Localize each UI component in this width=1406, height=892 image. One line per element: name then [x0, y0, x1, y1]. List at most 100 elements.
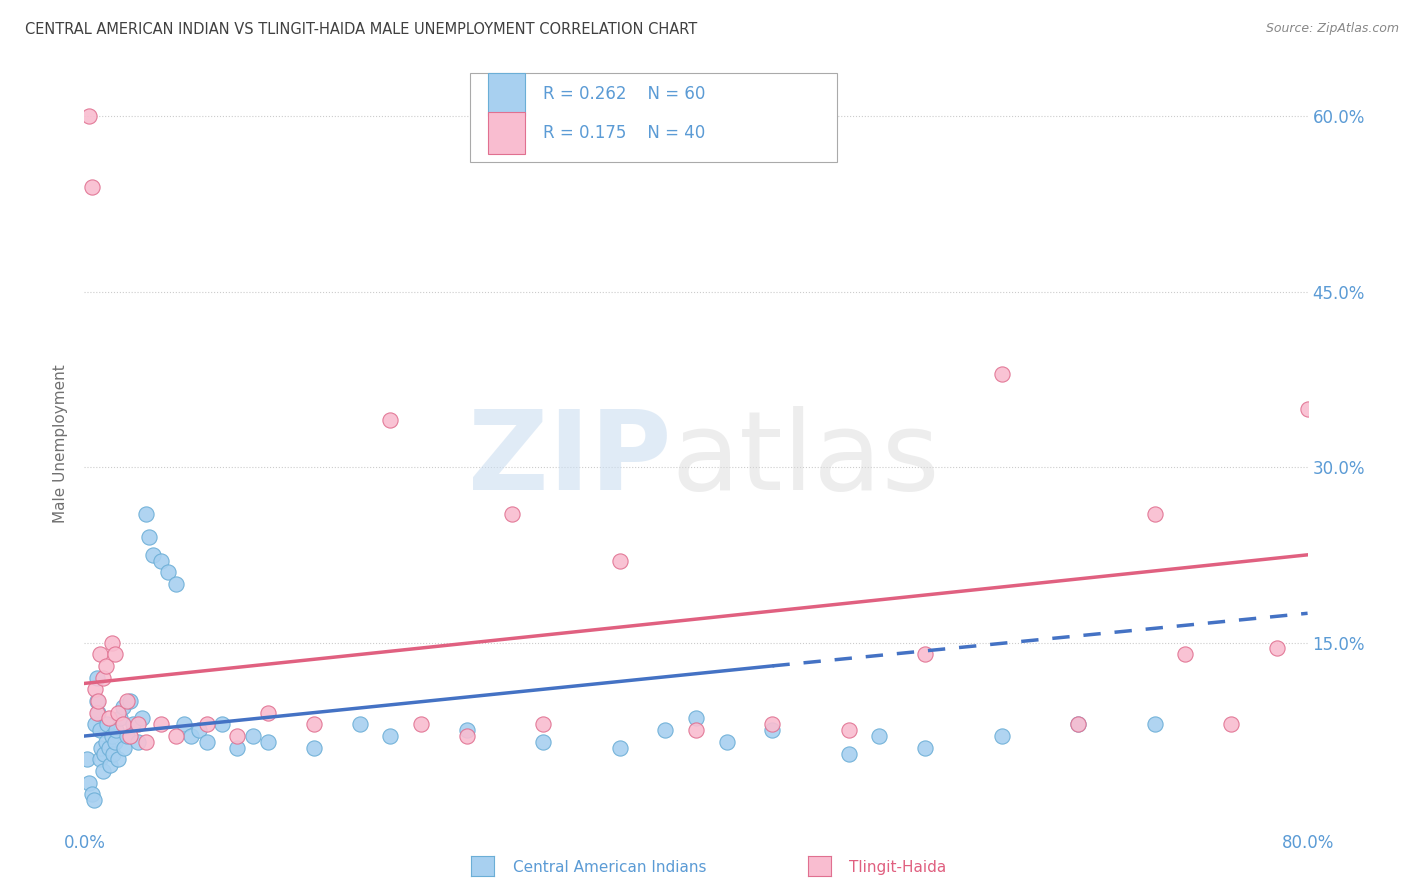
Bar: [488, 112, 524, 154]
Point: [761, 723, 783, 738]
Point: [302, 717, 325, 731]
Text: R = 0.175    N = 40: R = 0.175 N = 40: [543, 124, 706, 142]
Bar: [488, 73, 524, 116]
Point: [1067, 717, 1090, 731]
Text: Source: ZipAtlas.com: Source: ZipAtlas.com: [1265, 22, 1399, 36]
Point: [111, 717, 134, 731]
Point: [685, 723, 707, 738]
Point: [101, 635, 124, 649]
Point: [173, 717, 195, 731]
Point: [211, 717, 233, 731]
Point: [654, 723, 676, 738]
Y-axis label: Male Unemployment: Male Unemployment: [53, 365, 69, 523]
Point: [302, 740, 325, 755]
Point: [685, 711, 707, 725]
Point: [84, 717, 107, 731]
Point: [609, 740, 631, 755]
Point: [188, 723, 211, 738]
Point: [226, 729, 249, 743]
Point: [122, 717, 145, 731]
Point: [242, 729, 264, 743]
Point: [257, 706, 280, 720]
Point: [80, 788, 103, 802]
Point: [107, 706, 129, 720]
Point: [149, 554, 172, 568]
Point: [1067, 717, 1090, 731]
Point: [89, 647, 111, 661]
Point: [97, 740, 120, 755]
Point: [80, 179, 103, 194]
Point: [1174, 647, 1197, 661]
Point: [104, 735, 127, 749]
Point: [120, 694, 142, 708]
Text: atlas: atlas: [672, 406, 941, 513]
Point: [87, 706, 110, 720]
Point: [77, 110, 100, 124]
Point: [409, 717, 432, 731]
Point: [149, 717, 172, 731]
Point: [86, 694, 108, 708]
Point: [1220, 717, 1243, 731]
Point: [914, 740, 936, 755]
Bar: [470, 73, 837, 162]
Point: [257, 735, 280, 749]
Point: [914, 647, 936, 661]
Point: [103, 747, 125, 761]
Text: R = 0.262    N = 60: R = 0.262 N = 60: [543, 86, 706, 103]
Point: [94, 735, 117, 749]
Point: [380, 413, 402, 427]
Point: [135, 735, 157, 749]
Point: [104, 647, 127, 661]
Point: [1143, 717, 1166, 731]
Point: [90, 740, 112, 755]
Point: [165, 577, 187, 591]
Point: [127, 717, 149, 731]
Point: [135, 507, 157, 521]
Point: [1265, 641, 1288, 656]
Point: [108, 711, 131, 725]
Point: [138, 530, 160, 544]
Point: [89, 752, 111, 766]
Point: [105, 723, 128, 738]
Point: [77, 776, 100, 790]
Point: [115, 694, 138, 708]
Point: [531, 717, 554, 731]
Point: [380, 729, 402, 743]
Text: CENTRAL AMERICAN INDIAN VS TLINGIT-HAIDA MALE UNEMPLOYMENT CORRELATION CHART: CENTRAL AMERICAN INDIAN VS TLINGIT-HAIDA…: [25, 22, 697, 37]
Point: [1143, 507, 1166, 521]
Point: [91, 764, 114, 778]
Text: Central American Indians: Central American Indians: [513, 860, 707, 874]
Point: [86, 671, 108, 685]
Point: [111, 699, 134, 714]
Point: [991, 367, 1014, 381]
Point: [86, 706, 108, 720]
Point: [127, 735, 149, 749]
Text: Tlingit-Haida: Tlingit-Haida: [849, 860, 946, 874]
Point: [93, 747, 115, 761]
Point: [869, 729, 891, 743]
Point: [838, 747, 860, 761]
Point: [195, 717, 218, 731]
Point: [991, 729, 1014, 743]
Point: [456, 729, 478, 743]
Point: [226, 740, 249, 755]
Point: [142, 548, 165, 562]
Point: [157, 566, 180, 580]
Point: [91, 671, 114, 685]
Point: [94, 659, 117, 673]
Point: [165, 729, 187, 743]
Point: [761, 717, 783, 731]
Point: [502, 507, 524, 521]
Point: [96, 717, 118, 731]
Point: [98, 758, 121, 772]
Point: [89, 723, 111, 738]
Point: [76, 752, 98, 766]
Point: [131, 711, 153, 725]
Point: [1296, 401, 1319, 416]
Point: [195, 735, 218, 749]
Point: [120, 729, 142, 743]
Point: [349, 717, 371, 731]
Point: [97, 711, 120, 725]
Point: [87, 694, 110, 708]
Point: [84, 682, 107, 697]
